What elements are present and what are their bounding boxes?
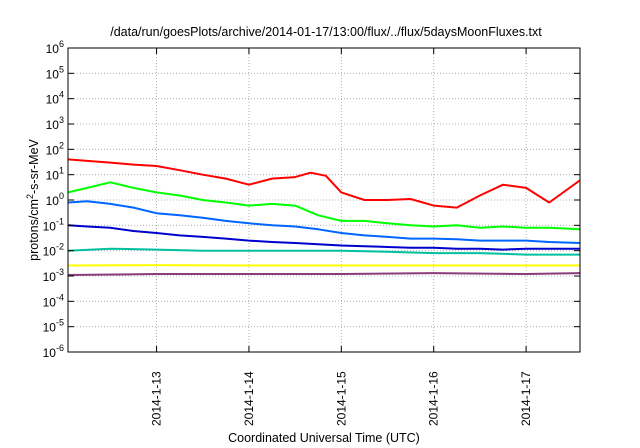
y-tick-base: 10 — [46, 194, 60, 208]
y-tick-exponent: -5 — [56, 318, 64, 328]
y-tick-label: 106 — [46, 39, 64, 56]
y-tick-label: 10-3 — [43, 267, 64, 284]
grid-lines — [68, 48, 580, 352]
y-tick-label: 104 — [46, 90, 64, 107]
y-axis-label-main: protons/cm — [27, 199, 41, 261]
x-tick-label: 2014-1-17 — [519, 371, 533, 426]
y-tick-exponent: 5 — [59, 64, 64, 74]
y-tick-exponent: 6 — [59, 39, 64, 49]
y-axis-label-superscript: 2 — [25, 194, 35, 199]
y-tick-base: 10 — [46, 169, 60, 183]
x-axis-label: Coordinated Universal Time (UTC) — [228, 431, 420, 445]
y-tick-label: 10-6 — [43, 343, 64, 360]
x-tick-label: 2014-1-14 — [242, 371, 256, 426]
y-tick-label: 10-5 — [43, 318, 64, 335]
series-line-7 — [67, 272, 581, 276]
y-tick-exponent: -2 — [56, 242, 64, 252]
y-tick-base: 10 — [43, 295, 57, 309]
y-tick-label: 10-2 — [43, 242, 64, 259]
y-tick-label: 10-4 — [43, 292, 64, 309]
y-tick-exponent: 3 — [59, 115, 64, 125]
y-tick-label: 103 — [46, 115, 64, 132]
y-tick-exponent: -1 — [56, 216, 64, 226]
x-tick-label: 2014-1-16 — [427, 371, 441, 426]
series-line-2 — [67, 181, 581, 231]
y-tick-label: 10-1 — [43, 216, 64, 233]
y-tick-label: 105 — [46, 64, 64, 81]
series-line-4 — [67, 224, 580, 251]
y-tick-exponent: 4 — [59, 90, 64, 100]
y-tick-label: 102 — [46, 140, 64, 157]
y-tick-base: 10 — [43, 321, 57, 335]
x-tick-label: 2014-1-13 — [150, 371, 164, 426]
series-line-1 — [67, 158, 581, 209]
y-axis-label: protons/cm2-s-sr-MeV — [25, 138, 41, 260]
x-tick-label: 2014-1-15 — [334, 371, 348, 426]
y-tick-exponent: 2 — [59, 140, 64, 150]
y-tick-exponent: -6 — [56, 343, 64, 353]
y-tick-base: 10 — [46, 118, 60, 132]
y-tick-label: 100 — [46, 191, 64, 208]
series-line-3 — [67, 200, 581, 244]
y-tick-base: 10 — [46, 93, 60, 107]
y-tick-exponent: -3 — [56, 267, 64, 277]
y-tick-base: 10 — [46, 42, 60, 56]
y-tick-base: 10 — [46, 143, 60, 157]
x-axis: 2014-1-13 2014-1-14 2014-1-15 2014-1-16 2014… — [150, 48, 533, 426]
chart-title: /data/run/goesPlots/archive/2014-01-17/1… — [110, 25, 542, 39]
y-tick-base: 10 — [46, 67, 60, 81]
y-tick-base: 10 — [43, 219, 57, 233]
data-series — [67, 158, 581, 276]
y-tick-label: 101 — [46, 166, 64, 183]
y-tick-exponent: 0 — [59, 191, 64, 201]
y-tick-base: 10 — [43, 270, 57, 284]
y-axis: 10-610-510-410-310-210-11001011021031041… — [43, 39, 580, 360]
y-tick-base: 10 — [43, 346, 57, 360]
series-line-5 — [67, 247, 580, 256]
y-tick-exponent: -4 — [56, 292, 64, 302]
y-tick-base: 10 — [43, 245, 57, 259]
y-axis-label-units: -s-sr-MeV — [27, 138, 41, 194]
y-tick-exponent: 1 — [59, 166, 64, 176]
